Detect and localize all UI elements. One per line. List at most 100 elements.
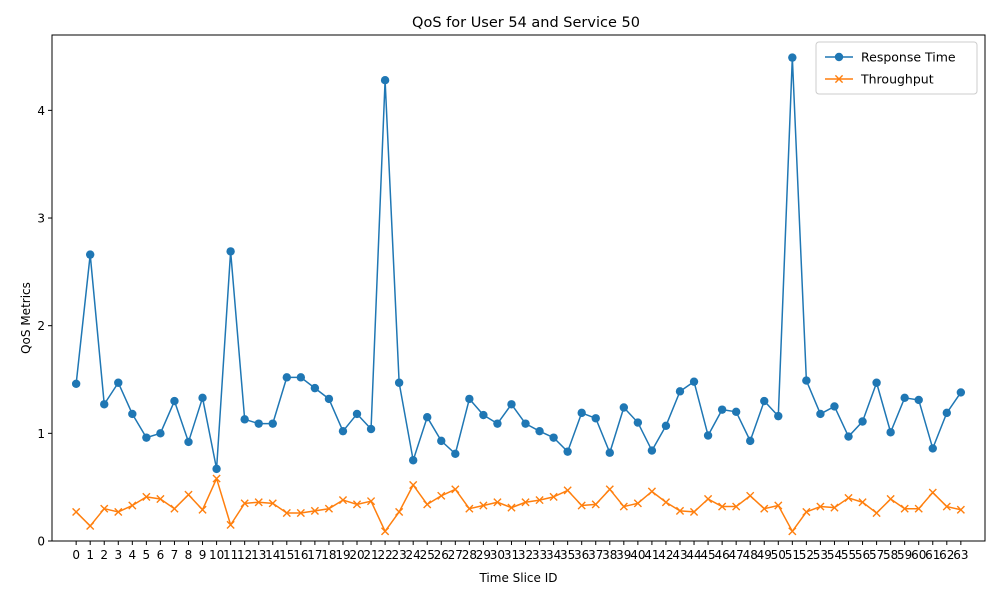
x-tick-label: 36 <box>574 548 589 562</box>
response-time-point <box>858 417 867 426</box>
x-tick-label: 25 <box>420 548 435 562</box>
throughput-point <box>437 491 446 500</box>
response-time-point <box>914 395 923 405</box>
response-time-point <box>128 409 137 419</box>
throughput-point <box>226 520 235 529</box>
x-tick-label: 38 <box>602 548 617 562</box>
response-time-point <box>731 407 741 417</box>
response-time-point <box>465 394 474 404</box>
response-time-point <box>549 433 558 442</box>
throughput-point <box>366 497 376 506</box>
response-time-point <box>170 396 179 406</box>
throughput-point <box>142 492 151 501</box>
x-tick-label: 40 <box>630 548 645 562</box>
x-tick-label: 32 <box>518 548 533 562</box>
throughput-point <box>507 503 516 512</box>
response-time-point <box>689 377 699 386</box>
x-tick-label: 7 <box>171 548 179 562</box>
x-tick-label: 60 <box>911 548 926 562</box>
x-tick-label: 8 <box>185 548 193 562</box>
response-time-point <box>746 436 755 446</box>
throughput-point <box>830 503 839 512</box>
throughput-point <box>114 507 123 517</box>
throughput-point <box>409 480 418 490</box>
legend: Response Time Throughput <box>815 41 978 95</box>
response-time-point <box>900 393 909 403</box>
x-tick-label: 54 <box>827 548 842 562</box>
throughput-point <box>380 527 390 536</box>
response-time-point <box>942 408 952 418</box>
response-time-point <box>844 432 853 441</box>
x-tick-label: 31 <box>504 548 519 562</box>
response-time-point <box>310 383 320 393</box>
x-tick-label: 15 <box>279 548 294 562</box>
y-tick-label: 3 <box>37 212 45 226</box>
response-time-point <box>366 424 376 434</box>
response-time-point <box>85 250 95 259</box>
throughput-point <box>479 501 488 510</box>
response-time-point <box>956 388 966 397</box>
throughput-point <box>324 504 334 513</box>
response-time-point <box>675 387 685 396</box>
throughput-point <box>282 508 291 518</box>
throughput-point <box>128 501 137 510</box>
throughput-point <box>914 504 923 513</box>
throughput-point <box>156 494 165 504</box>
throughput-point <box>788 527 797 536</box>
response-time-point <box>380 76 390 85</box>
throughput-point <box>942 502 951 511</box>
throughput-point <box>521 498 530 507</box>
response-time-point <box>647 446 657 455</box>
x-tick-label: 37 <box>588 548 603 562</box>
response-time-point <box>100 400 109 409</box>
x-tick-label: 13 <box>251 548 266 562</box>
throughput-point <box>718 502 727 511</box>
throughput-point <box>577 501 586 510</box>
response-time-point <box>423 412 432 422</box>
legend-frame <box>815 41 978 95</box>
x-tick-label: 39 <box>616 548 631 562</box>
response-time-point <box>605 448 614 457</box>
response-time-point <box>296 373 306 382</box>
response-time-point <box>338 426 348 436</box>
response-time-point <box>633 418 643 427</box>
x-tick-label: 2 <box>100 548 108 562</box>
x-tick-label: 16 <box>293 548 308 562</box>
x-tick-label: 33 <box>532 548 547 562</box>
response-time-point <box>886 428 895 437</box>
response-time-point <box>521 419 530 428</box>
response-time-point <box>254 419 263 428</box>
response-time-point <box>352 409 362 419</box>
x-tick-label: 27 <box>448 548 463 562</box>
response-time-point <box>774 411 783 421</box>
throughput-point <box>86 521 95 531</box>
response-time-point <box>872 378 881 387</box>
x-tick-label: 43 <box>672 548 687 562</box>
response-time-point <box>479 410 488 420</box>
throughput-point <box>170 504 179 513</box>
throughput-point <box>535 495 544 505</box>
response-time-point <box>802 376 811 385</box>
response-time-point <box>928 444 937 453</box>
response-time-point <box>451 449 460 458</box>
x-tick-label: 46 <box>714 548 729 562</box>
legend-response-time-label: Response Time <box>861 50 956 65</box>
response-time-point <box>212 464 221 474</box>
y-tick-label: 1 <box>37 427 45 441</box>
throughput-point <box>802 507 811 517</box>
response-time-point <box>830 402 839 411</box>
response-time-point <box>507 400 516 409</box>
response-time-point <box>788 53 797 62</box>
response-time-point <box>394 378 404 387</box>
response-time-point <box>661 421 671 431</box>
throughput-point <box>675 506 685 515</box>
throughput-point <box>619 502 628 511</box>
x-tick-label: 6 <box>157 548 165 562</box>
throughput-point <box>423 500 432 509</box>
x-tick-label: 0 <box>72 548 80 562</box>
throughput-point <box>886 494 895 504</box>
throughput-point <box>310 506 319 515</box>
x-tick-label: 9 <box>199 548 207 562</box>
